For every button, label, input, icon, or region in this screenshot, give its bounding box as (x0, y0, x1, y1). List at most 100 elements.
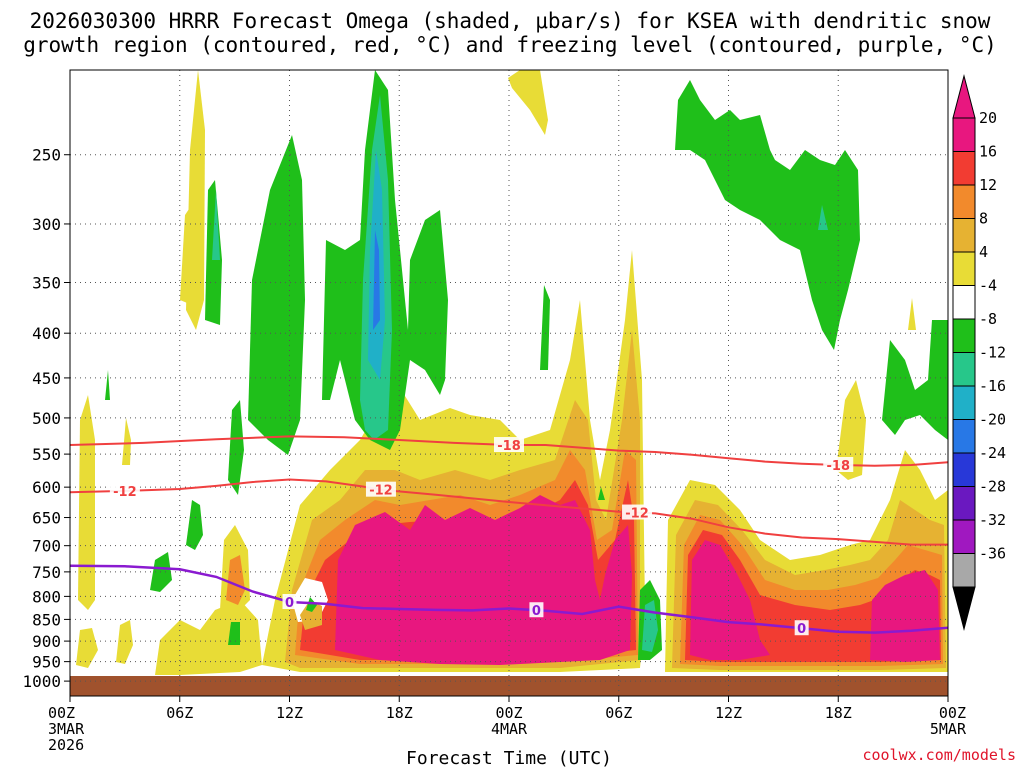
omega-early-cell-3 (116, 620, 133, 664)
colorbar-swatch (952, 251, 976, 286)
x-axis-label: Forecast Time (UTC) (406, 748, 612, 768)
contour-label: -12 (625, 507, 649, 522)
colorbar-swatch (952, 218, 976, 253)
chart-title-line1: 2026030300 HRRR Forecast Omega (shaded, … (30, 9, 991, 33)
x-tick-label: 2026 (48, 736, 84, 754)
omega-subsidence-late-3 (882, 320, 948, 440)
x-tick-label: 06Z (166, 704, 193, 722)
colorbar-label: -12 (979, 344, 1006, 362)
colorbar-label: 12 (979, 176, 997, 194)
y-tick-label: 400 (32, 324, 61, 343)
x-tick-label: 5MAR (930, 720, 967, 738)
colorbar-swatch (952, 352, 976, 387)
colorbar-swatch (952, 553, 976, 588)
colorbar-swatch (952, 452, 976, 487)
contour-label: -18 (497, 439, 521, 454)
y-tick-label: 300 (32, 215, 61, 234)
colorbar-label: -36 (979, 545, 1006, 563)
x-tick-label: 4MAR (491, 720, 528, 738)
contour-label-bg (794, 620, 809, 636)
omega-upper-cell-5 (908, 298, 916, 330)
omega-subsidence-1 (248, 135, 305, 455)
omega-early-cell-1 (78, 395, 95, 610)
x-tick-label: 18Z (825, 704, 852, 722)
omega-band-20-core-3 (870, 570, 940, 662)
colorbar-bottom-arrow (952, 586, 976, 631)
x-tick-label: 12Z (715, 704, 742, 722)
x-tick-label: 00Z (495, 704, 522, 722)
y-tick-label: 600 (32, 478, 61, 497)
omega-subsidence-3 (212, 190, 220, 260)
contour-label-bg (365, 481, 396, 497)
omega-subsidence-neg20 (373, 230, 380, 330)
chart-title-line2: growth region (contoured, red, °C) and f… (23, 33, 997, 57)
colorbar-label: -28 (979, 478, 1006, 496)
contour-label-bg (282, 594, 297, 610)
omega-upper-cell-2 (180, 200, 200, 305)
omega-subsidence-8 (105, 370, 110, 400)
y-tick-label: 250 (32, 146, 61, 165)
omega-early-cell-5 (155, 600, 262, 675)
x-tick-label: 00Z (48, 704, 75, 722)
contour-label: 0 (532, 604, 541, 619)
omega-band-8-small (300, 600, 322, 630)
omega-subsidence-small-2 (598, 487, 605, 500)
y-tick-label: 1000 (22, 672, 61, 691)
y-tick-label: 700 (32, 537, 61, 556)
y-tick-label: 750 (32, 563, 61, 582)
omega-subsidence-5 (186, 500, 203, 550)
colorbar-swatch (952, 419, 976, 454)
omega-upper-cell-4 (836, 380, 866, 480)
colorbar-label: -24 (979, 444, 1006, 462)
colorbar-swatch (952, 318, 976, 353)
contour-label: -12 (369, 484, 393, 499)
colorbar-label: -32 (979, 511, 1006, 529)
y-tick-label: 900 (32, 632, 61, 651)
colorbar-label: -16 (979, 377, 1006, 395)
y-tick-label: 550 (32, 445, 61, 464)
contour-label-bg (109, 482, 140, 498)
colorbar-swatch (952, 285, 976, 320)
y-tick-label: 850 (32, 610, 61, 629)
colorbar-swatch (952, 486, 976, 521)
colorbar-swatch (952, 519, 976, 554)
y-axis: 250 300 350 400 450 500 550 600 650 700 750 800 850 9… (22, 146, 70, 691)
omega-subsidence-4 (228, 400, 244, 495)
colorbar-label: 8 (979, 210, 988, 228)
omega-subsidence-small (540, 285, 550, 370)
contour-label: 0 (797, 622, 806, 637)
omega-band-20-core-1 (335, 495, 632, 665)
omega-subsidence-7 (228, 622, 240, 645)
colorbar-label: -4 (979, 277, 997, 295)
omega-early-cell-6b (226, 555, 245, 605)
colorbar-label: -8 (979, 310, 997, 328)
colorbar: 20 16 12 8 4 -4 -8 -12 -16 -20 -24 -28 -32 -36 (952, 74, 1006, 631)
contour-label: -18 (827, 459, 851, 474)
contour-label: 0 (285, 596, 294, 611)
colorbar-swatch (952, 184, 976, 219)
site-credit[interactable]: coolwx.com/models (862, 746, 1016, 764)
x-tick-label: 18Z (386, 704, 413, 722)
colorbar-swatch (952, 117, 976, 152)
colorbar-label: -20 (979, 411, 1006, 429)
omega-subsidence-late-1 (675, 80, 860, 350)
omega-shading (76, 70, 948, 675)
contour-label-bg (529, 602, 544, 618)
omega-upper-cell-3 (508, 70, 548, 135)
y-tick-label: 350 (32, 273, 61, 292)
colorbar-top-arrow (952, 74, 976, 119)
y-tick-label: 650 (32, 509, 61, 528)
colorbar-swatch (952, 151, 976, 186)
omega-early-cell-4 (122, 418, 131, 465)
contour-dgz-line (70, 478, 948, 546)
x-tick-label: 06Z (605, 704, 632, 722)
x-tick-label: 3MAR (48, 720, 85, 738)
contours: -18 -18 -12 -12 -12 0 0 0 (70, 435, 948, 637)
omega-subsidence-9 (306, 597, 317, 612)
omega-band-20-core-2 (690, 540, 770, 660)
x-tick-label: 12Z (276, 704, 303, 722)
colorbar-label: 4 (979, 243, 988, 261)
colorbar-label: 16 (979, 143, 997, 161)
